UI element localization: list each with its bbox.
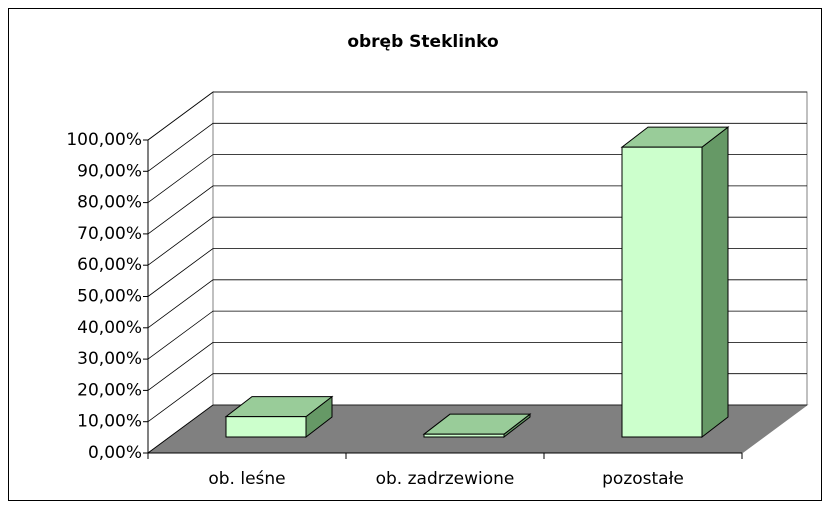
y-tick-label: 20,00%: [77, 380, 142, 400]
grid-line: [147, 216, 807, 266]
grid-line: [147, 154, 807, 203]
y-tick-label: 60,00%: [77, 255, 142, 275]
x-tick-label: ob. leśne: [208, 469, 285, 489]
grid-line: [147, 404, 807, 454]
y-tick-label: 40,00%: [77, 318, 142, 338]
grid-line: [147, 373, 807, 423]
grid-line: [147, 122, 807, 172]
grid-line: [147, 91, 807, 141]
bar: [423, 433, 505, 438]
y-tick-label: 100,00%: [66, 130, 142, 150]
grid-line: [147, 185, 807, 235]
chart-title: obręb Steklinko: [347, 32, 498, 52]
y-tick-label: 80,00%: [77, 193, 142, 213]
y-tick-label: 90,00%: [77, 161, 142, 181]
y-tick-label: 0,00%: [88, 443, 142, 463]
grid-line: [147, 279, 807, 329]
y-tick-label: 30,00%: [77, 349, 142, 369]
bar: [621, 146, 703, 438]
x-tick-label: ob. zadrzewione: [376, 469, 515, 489]
x-tick-label: pozostałe: [602, 469, 684, 489]
y-tick-label: 50,00%: [77, 287, 142, 307]
grid-line: [147, 310, 807, 360]
y-tick-label: 70,00%: [77, 224, 142, 244]
grid-line: [147, 341, 807, 391]
y-tick-label: 10,00%: [77, 412, 142, 432]
grid-line: [147, 248, 807, 297]
bar: [225, 416, 307, 438]
bar-side: [701, 126, 729, 439]
